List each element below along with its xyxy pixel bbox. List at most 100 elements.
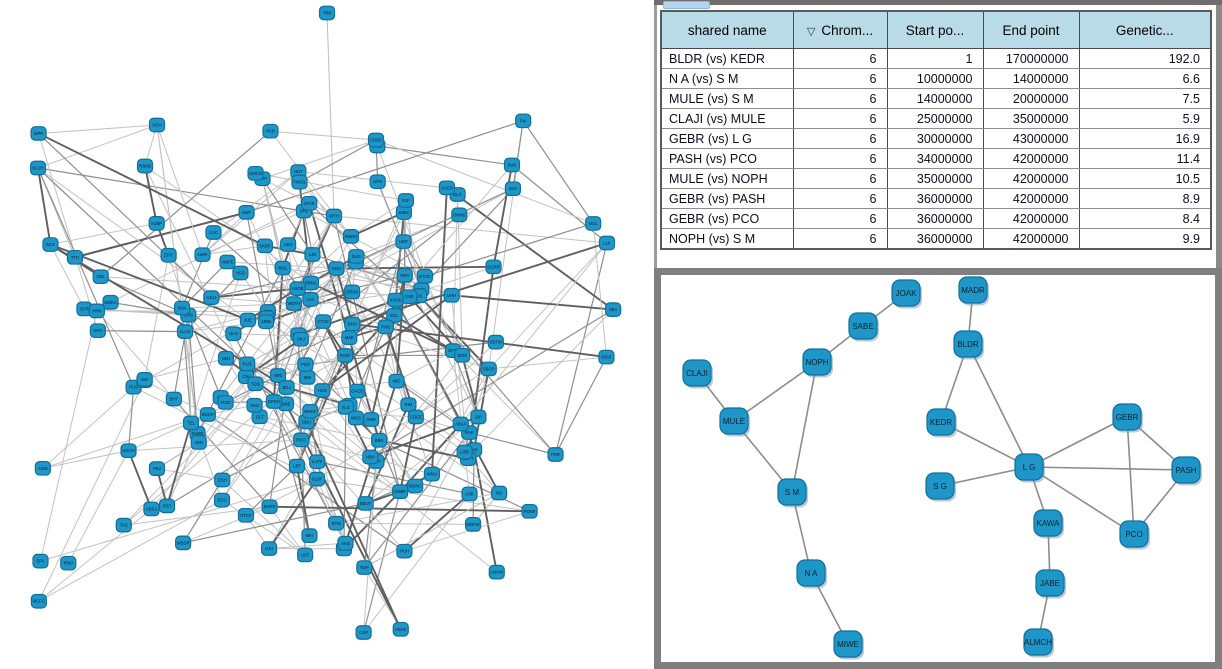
network-node[interactable] [443,287,460,303]
network-node[interactable] [371,432,388,448]
network-node[interactable] [297,357,314,372]
network-node[interactable] [199,407,216,422]
network-node[interactable] [143,501,160,517]
network-node[interactable] [239,312,257,328]
network-node[interactable] [285,296,302,311]
network-node[interactable] [464,517,482,532]
network-node-KAWA[interactable] [1033,509,1063,537]
network-node-PASH[interactable] [1171,456,1201,484]
network-node[interactable] [280,237,297,252]
network-node[interactable] [302,403,319,419]
network-node[interactable] [88,303,105,319]
network-node[interactable] [504,181,522,197]
network-node[interactable] [158,498,176,514]
network-node-BLDR[interactable] [953,330,983,358]
network-node[interactable] [261,499,278,515]
network-node[interactable] [265,394,282,409]
network-node[interactable] [194,247,211,263]
network-node[interactable] [357,496,374,511]
table-row[interactable]: MULE (vs) NOPH 6 35000000 42000000 10.5 [660,168,1212,189]
overview-network-canvas[interactable]: TRB WTH KUJH LLK SUD UGH RBKB SMBP WDTH PBNS SBCP P… [0,0,654,669]
detail-network-svg[interactable]: JOAK MADR SABE BLDR NOPH CLAJI MULE KEDR GEBR L G… [654,268,1222,669]
network-node[interactable] [369,174,386,190]
network-node[interactable] [480,361,497,377]
network-node[interactable] [304,247,321,262]
edge[interactable] [1028,416,1128,468]
network-node-CLAJI[interactable] [682,359,712,387]
network-node[interactable] [308,471,326,487]
network-node[interactable] [205,225,222,240]
network-node[interactable] [487,334,504,350]
network-node[interactable] [423,466,441,482]
table-row[interactable]: BLDR (vs) KEDR 6 1 170000000 192.0 [660,48,1212,69]
network-node[interactable] [42,237,59,252]
panel-tab[interactable] [663,1,710,9]
network-node[interactable] [120,443,137,459]
network-node[interactable] [400,397,417,413]
edge[interactable] [1126,416,1135,535]
network-node[interactable] [337,348,354,363]
network-node[interactable] [341,330,358,345]
network-node[interactable] [160,247,177,263]
network-node[interactable] [392,484,409,499]
network-node-SG[interactable] [925,472,955,500]
table-row[interactable]: N A (vs) S M 6 10000000 14000000 6.6 [660,68,1212,89]
network-node[interactable] [521,503,538,519]
network-node[interactable] [182,415,200,431]
network-node[interactable] [395,234,412,249]
network-node[interactable] [257,314,275,330]
network-node-GEBR[interactable] [1112,403,1142,431]
network-node[interactable] [260,541,278,556]
network-node[interactable] [148,117,166,133]
network-node[interactable] [301,195,318,211]
network-node[interactable] [217,395,234,410]
network-node[interactable] [302,292,319,307]
network-node[interactable] [66,249,84,265]
network-node[interactable] [386,308,403,323]
table-row[interactable]: PASH (vs) PCO 6 34000000 42000000 11.4 [660,148,1212,169]
network-node[interactable] [32,553,49,569]
column-header-genetic[interactable]: Genetic... [1078,10,1212,49]
edge[interactable] [967,343,1030,468]
network-node[interactable] [349,383,366,399]
network-node[interactable] [397,193,415,208]
network-node[interactable] [165,391,182,407]
table-row[interactable]: GEBR (vs) PASH 6 36000000 42000000 8.9 [660,188,1212,209]
network-node-NOPH[interactable] [802,348,832,376]
table-row[interactable]: NOPH (vs) S M 6 36000000 42000000 9.9 [660,228,1212,250]
network-node[interactable] [387,292,404,308]
network-node[interactable] [337,535,354,551]
network-node[interactable] [355,625,372,640]
panel-splitter[interactable] [654,5,657,268]
network-node[interactable] [237,507,255,523]
network-node-MADR[interactable] [958,276,988,304]
network-node[interactable] [219,254,236,270]
column-header-shared-name[interactable]: shared name [660,10,794,49]
network-node[interactable] [456,444,473,460]
overview-network-svg[interactable]: TRB WTH KUJH LLK SUD UGH RBKB SMBP WDTH PBNS SBCP P… [0,0,654,669]
network-node[interactable] [297,547,314,563]
network-node[interactable] [239,356,256,372]
network-node[interactable] [256,238,273,254]
network-node[interactable] [367,132,385,148]
network-node[interactable] [288,458,306,474]
network-node[interactable] [416,268,433,284]
network-node[interactable] [247,376,264,392]
network-node[interactable] [246,397,263,413]
network-node[interactable] [34,460,51,476]
column-header-chromosome[interactable]: ▽ Chrom... [792,10,888,49]
network-node[interactable] [262,123,279,139]
network-node[interactable] [488,564,505,580]
network-node[interactable] [148,461,166,477]
network-node[interactable] [173,300,191,316]
network-node[interactable] [203,290,220,305]
network-node-ALMCH[interactable] [1023,628,1053,656]
column-header-start-position[interactable]: Start po... [886,10,984,49]
network-node[interactable] [598,349,615,365]
network-node[interactable] [115,517,132,533]
filter-icon[interactable]: ▽ [806,25,816,38]
network-node[interactable] [176,324,194,339]
network-node[interactable] [278,380,295,395]
network-node[interactable] [392,621,409,637]
network-node[interactable] [291,174,308,190]
